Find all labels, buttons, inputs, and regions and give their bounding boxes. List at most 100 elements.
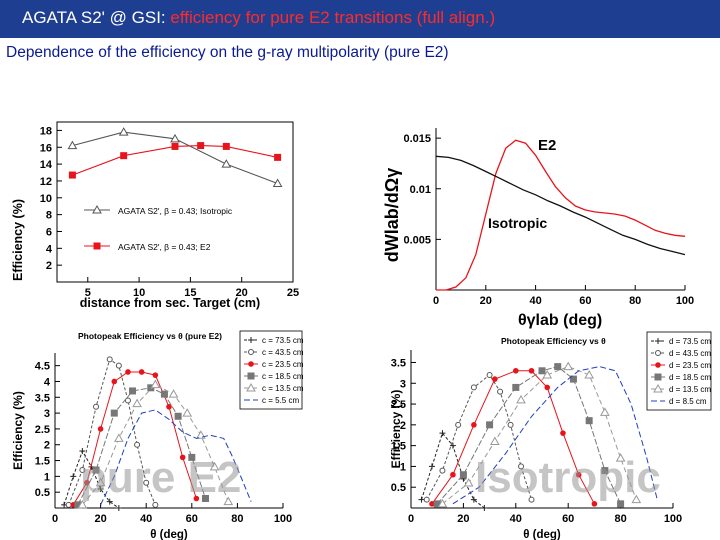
y-tick-label: 2: [46, 260, 52, 272]
data-point: [544, 384, 551, 391]
x-tick-label: 100: [676, 295, 694, 307]
series-line: [435, 155, 686, 256]
legend-marker: [246, 382, 256, 392]
data-point: [138, 369, 145, 375]
x-tick-label: 40: [140, 513, 152, 525]
data-point: [439, 430, 446, 437]
y-axis-label: Efficiency (%): [11, 391, 25, 470]
series-0: [61, 448, 122, 511]
data-point: [201, 495, 209, 503]
y-tick-label: 2: [44, 440, 50, 452]
legend-marker: [653, 383, 663, 393]
x-axis-label: θγlab (deg): [518, 312, 602, 329]
data-point: [528, 367, 535, 374]
y-tick-label: 1.5: [391, 441, 406, 453]
legend-label: d = 13.5 cm: [669, 385, 711, 394]
x-tick-label: 20: [480, 295, 492, 307]
data-point: [600, 407, 610, 416]
annotation-e2: E2: [538, 137, 556, 154]
chart-title: Photopeak Efficiency vs θ: [501, 336, 606, 346]
series-line: [452, 366, 658, 505]
data-point: [542, 369, 553, 379]
data-point: [486, 371, 493, 378]
y-tick-label: 3: [400, 378, 406, 390]
legend-label: d = 73.5 cm: [669, 337, 711, 346]
data-point: [463, 478, 474, 487]
data-point: [193, 495, 200, 502]
data-point: [516, 394, 526, 404]
y-tick-label: 6: [46, 226, 52, 238]
chart-isotropic-efficiency: 0 20 40 60 80 100 0.5 1 1.5 2 2.5 3 3.5 Photopeak Eff…: [389, 331, 712, 540]
x-tick-label: 20: [236, 287, 248, 299]
data-point: [106, 498, 113, 505]
title-main: AGATA S2' @ GSI:: [22, 8, 171, 27]
data-point: [67, 140, 78, 150]
data-point: [223, 496, 234, 506]
series-line: [72, 145, 278, 176]
data-point: [111, 378, 118, 385]
data-point: [84, 479, 90, 486]
data-point: [591, 501, 598, 507]
data-point: [118, 127, 129, 136]
data-point: [428, 463, 435, 470]
x-tick-label: 20: [94, 513, 106, 525]
x-tick-label: 0: [433, 295, 439, 307]
data-point: [272, 178, 283, 187]
data-point: [115, 362, 122, 369]
series-line: [431, 370, 595, 505]
data-point: [125, 369, 131, 375]
y-tick-label: 2.5: [35, 424, 50, 436]
data-point: [170, 133, 180, 143]
x-tick-label: 20: [457, 513, 469, 525]
data-point: [563, 361, 574, 371]
data-point: [70, 473, 77, 480]
data-point: [79, 467, 86, 474]
legend-marker: [247, 372, 255, 380]
y-tick-label: 0.5: [35, 487, 50, 499]
x-tick-label: 15: [184, 287, 196, 299]
data-point: [584, 369, 595, 379]
series-3: [433, 363, 625, 508]
y-tick-label: 0.01: [410, 184, 431, 196]
legend-marker: [92, 204, 102, 214]
title-highlight: efficiency for pure E2 transitions (full…: [170, 8, 496, 27]
data-point: [470, 496, 477, 503]
series-line: [436, 139, 686, 291]
data-point: [134, 441, 141, 448]
x-tick-label: 80: [614, 513, 626, 525]
y-axis-label: Efficiency (%): [11, 199, 25, 281]
data-point: [601, 467, 609, 475]
data-point: [538, 367, 546, 375]
data-point: [143, 479, 150, 486]
data-point: [168, 389, 179, 398]
data-point: [437, 498, 448, 508]
y-tick-label: 2.5: [391, 399, 406, 411]
legend-marker: [655, 338, 661, 344]
series-0: [67, 127, 283, 187]
data-point: [209, 461, 220, 471]
series-0: [436, 139, 686, 291]
y-tick-label: 4.5: [35, 361, 50, 373]
x-axis-label: θ (deg): [150, 529, 188, 540]
legend-marker: [248, 361, 254, 367]
legend-label: c = 18.5 cm: [262, 372, 304, 381]
series-line: [72, 371, 197, 506]
data-point: [171, 142, 179, 150]
chart-efficiency-vs-distance: 5 10 15 20 25 2 4 6 8 10 12 14 16 18 AGATA S2', β = 0.…: [11, 121, 299, 310]
chart-title: Photopeak Efficiency vs θ (pure E2): [78, 331, 222, 341]
series-4: [437, 361, 642, 508]
y-tick-label: 4: [44, 376, 51, 388]
y-tick-label: 0.015: [403, 133, 431, 145]
y-tick-label: 3.5: [391, 357, 406, 369]
legend-label: AGATA S2', β = 0.43; E2: [118, 242, 211, 252]
series-1: [65, 356, 159, 508]
x-tick-label: 25: [287, 287, 299, 299]
series-0: [418, 430, 488, 511]
data-point: [274, 153, 282, 161]
data-point: [115, 505, 122, 511]
subtitle: Dependence of the efficiency on the g-ra…: [6, 44, 449, 61]
title-bar: AGATA S2' @ GSI: efficiency for pure E2 …: [0, 0, 720, 38]
legend-box: [646, 331, 712, 411]
data-point: [132, 398, 142, 408]
data-point: [188, 453, 196, 461]
